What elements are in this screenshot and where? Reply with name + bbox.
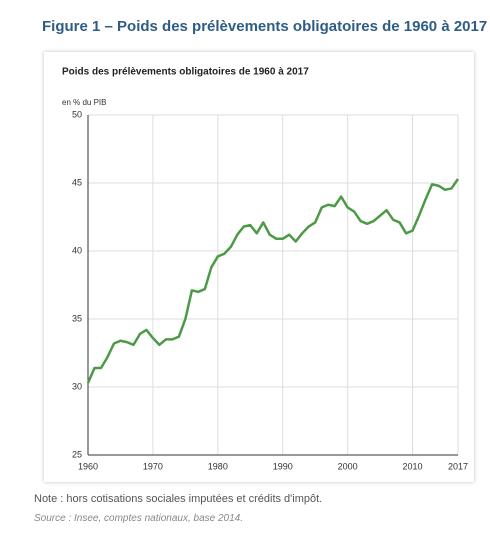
data-line xyxy=(86,178,460,384)
y-axis-label: en % du PIB xyxy=(62,98,106,107)
y-tick-label: 30 xyxy=(72,381,82,391)
y-tick-label: 45 xyxy=(72,177,82,187)
chart-title: Poids des prélèvements obligatoires de 1… xyxy=(62,67,309,78)
chart-card: Poids des prélèvements obligatoires de 1… xyxy=(44,52,474,482)
x-tick-label: 1970 xyxy=(143,461,163,471)
y-tick-label: 40 xyxy=(72,245,82,255)
x-tick-label: 2000 xyxy=(338,461,358,471)
y-tick-label: 35 xyxy=(72,313,82,323)
x-tick-label: 1980 xyxy=(208,461,228,471)
note: Note : hors cotisations sociales imputée… xyxy=(34,493,323,505)
x-tick-label: 1990 xyxy=(273,461,293,471)
y-tick-label: 50 xyxy=(72,109,82,119)
x-tick-label: 2010 xyxy=(403,461,423,471)
x-tick-label: 2017 xyxy=(448,461,468,471)
figure-heading: Figure 1 – Poids des prélèvements obliga… xyxy=(42,18,488,35)
x-tick-label: 1960 xyxy=(78,461,98,471)
chart: Poids des prélèvements obligatoires de 1… xyxy=(62,67,468,472)
source: Source : Insee, comptes nationaux, base … xyxy=(34,513,244,524)
y-tick-label: 25 xyxy=(72,449,82,459)
